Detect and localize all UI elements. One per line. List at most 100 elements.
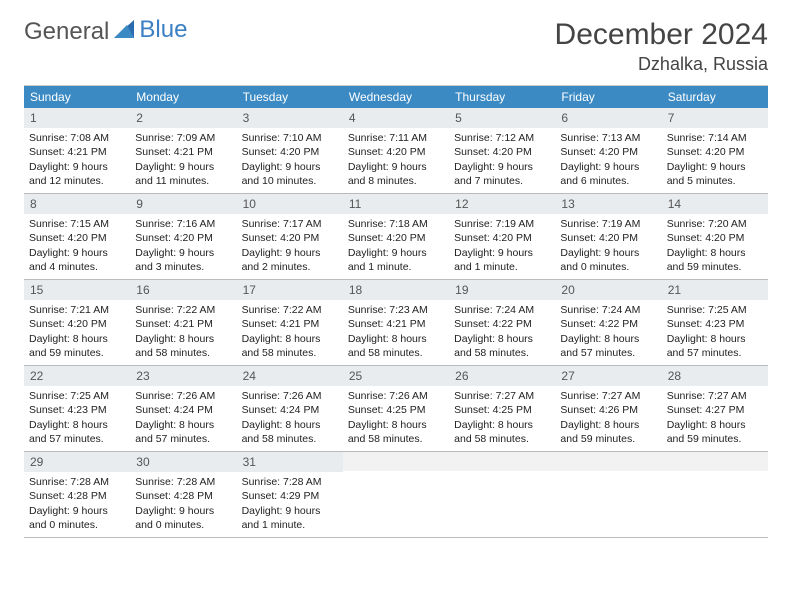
sunset-text: Sunset: 4:20 PM [135, 231, 231, 245]
calendar-cell: 26Sunrise: 7:27 AMSunset: 4:25 PMDayligh… [449, 366, 555, 452]
sunset-text: Sunset: 4:29 PM [242, 489, 338, 503]
daylight-text: Daylight: 9 hours and 3 minutes. [135, 246, 231, 274]
sunset-text: Sunset: 4:21 PM [348, 317, 444, 331]
day-number: 23 [130, 366, 236, 386]
calendar-cell: 23Sunrise: 7:26 AMSunset: 4:24 PMDayligh… [130, 366, 236, 452]
day-number: 13 [555, 194, 661, 214]
day-number: 24 [237, 366, 343, 386]
cell-body: Sunrise: 7:26 AMSunset: 4:24 PMDaylight:… [130, 386, 236, 451]
sunrise-text: Sunrise: 7:26 AM [242, 389, 338, 403]
calendar-cell: 29Sunrise: 7:28 AMSunset: 4:28 PMDayligh… [24, 452, 130, 538]
day-number: 14 [662, 194, 768, 214]
day-header: Friday [555, 86, 661, 108]
cell-body: Sunrise: 7:17 AMSunset: 4:20 PMDaylight:… [237, 214, 343, 279]
cell-body: Sunrise: 7:22 AMSunset: 4:21 PMDaylight:… [237, 300, 343, 365]
day-number: 1 [24, 108, 130, 128]
sunrise-text: Sunrise: 7:24 AM [454, 303, 550, 317]
calendar-cell: 16Sunrise: 7:22 AMSunset: 4:21 PMDayligh… [130, 280, 236, 366]
sunrise-text: Sunrise: 7:11 AM [348, 131, 444, 145]
calendar-cell: 10Sunrise: 7:17 AMSunset: 4:20 PMDayligh… [237, 194, 343, 280]
cell-body: Sunrise: 7:22 AMSunset: 4:21 PMDaylight:… [130, 300, 236, 365]
day-number: 18 [343, 280, 449, 300]
month-title: December 2024 [555, 18, 768, 52]
day-number: 10 [237, 194, 343, 214]
cell-body-empty [343, 471, 449, 531]
cell-body: Sunrise: 7:28 AMSunset: 4:29 PMDaylight:… [237, 472, 343, 537]
sunrise-text: Sunrise: 7:19 AM [454, 217, 550, 231]
calendar-cell-empty [449, 452, 555, 538]
sunrise-text: Sunrise: 7:14 AM [667, 131, 763, 145]
sunset-text: Sunset: 4:20 PM [560, 145, 656, 159]
sunrise-text: Sunrise: 7:20 AM [667, 217, 763, 231]
calendar-cell: 28Sunrise: 7:27 AMSunset: 4:27 PMDayligh… [662, 366, 768, 452]
daylight-text: Daylight: 9 hours and 0 minutes. [560, 246, 656, 274]
sunrise-text: Sunrise: 7:27 AM [667, 389, 763, 403]
daylight-text: Daylight: 8 hours and 57 minutes. [29, 418, 125, 446]
daylight-text: Daylight: 8 hours and 57 minutes. [560, 332, 656, 360]
daylight-text: Daylight: 9 hours and 2 minutes. [242, 246, 338, 274]
cell-body: Sunrise: 7:11 AMSunset: 4:20 PMDaylight:… [343, 128, 449, 193]
sunset-text: Sunset: 4:20 PM [29, 231, 125, 245]
day-number: 31 [237, 452, 343, 472]
calendar-cell: 24Sunrise: 7:26 AMSunset: 4:24 PMDayligh… [237, 366, 343, 452]
sunset-text: Sunset: 4:20 PM [667, 231, 763, 245]
calendar-cell: 25Sunrise: 7:26 AMSunset: 4:25 PMDayligh… [343, 366, 449, 452]
daylight-text: Daylight: 9 hours and 11 minutes. [135, 160, 231, 188]
calendar-cell: 1Sunrise: 7:08 AMSunset: 4:21 PMDaylight… [24, 108, 130, 194]
daylight-text: Daylight: 8 hours and 57 minutes. [135, 418, 231, 446]
daylight-text: Daylight: 8 hours and 59 minutes. [29, 332, 125, 360]
cell-body-empty [555, 471, 661, 531]
cell-body: Sunrise: 7:24 AMSunset: 4:22 PMDaylight:… [449, 300, 555, 365]
day-number: 8 [24, 194, 130, 214]
daylight-text: Daylight: 9 hours and 6 minutes. [560, 160, 656, 188]
calendar-cell: 8Sunrise: 7:15 AMSunset: 4:20 PMDaylight… [24, 194, 130, 280]
day-header: Sunday [24, 86, 130, 108]
sunset-text: Sunset: 4:20 PM [242, 145, 338, 159]
daylight-text: Daylight: 9 hours and 7 minutes. [454, 160, 550, 188]
cell-body: Sunrise: 7:12 AMSunset: 4:20 PMDaylight:… [449, 128, 555, 193]
cell-body: Sunrise: 7:16 AMSunset: 4:20 PMDaylight:… [130, 214, 236, 279]
cell-body: Sunrise: 7:27 AMSunset: 4:26 PMDaylight:… [555, 386, 661, 451]
daylight-text: Daylight: 8 hours and 58 minutes. [135, 332, 231, 360]
brand-second: Blue [139, 16, 187, 44]
sunset-text: Sunset: 4:20 PM [242, 231, 338, 245]
daylight-text: Daylight: 9 hours and 1 minute. [242, 504, 338, 532]
calendar-cell-empty [662, 452, 768, 538]
sunrise-text: Sunrise: 7:10 AM [242, 131, 338, 145]
daylight-text: Daylight: 9 hours and 4 minutes. [29, 246, 125, 274]
day-number: 19 [449, 280, 555, 300]
calendar-cell: 9Sunrise: 7:16 AMSunset: 4:20 PMDaylight… [130, 194, 236, 280]
day-number: 16 [130, 280, 236, 300]
daylight-text: Daylight: 8 hours and 57 minutes. [667, 332, 763, 360]
daylight-text: Daylight: 9 hours and 0 minutes. [29, 504, 125, 532]
sunset-text: Sunset: 4:21 PM [242, 317, 338, 331]
cell-body-empty [662, 471, 768, 531]
cell-body: Sunrise: 7:13 AMSunset: 4:20 PMDaylight:… [555, 128, 661, 193]
daylight-text: Daylight: 9 hours and 5 minutes. [667, 160, 763, 188]
sunrise-text: Sunrise: 7:09 AM [135, 131, 231, 145]
calendar-grid: SundayMondayTuesdayWednesdayThursdayFrid… [24, 85, 768, 538]
location: Dzhalka, Russia [555, 54, 768, 75]
daylight-text: Daylight: 8 hours and 59 minutes. [560, 418, 656, 446]
sunrise-text: Sunrise: 7:19 AM [560, 217, 656, 231]
title-block: December 2024 Dzhalka, Russia [555, 18, 768, 75]
sunset-text: Sunset: 4:24 PM [242, 403, 338, 417]
day-number: 5 [449, 108, 555, 128]
cell-body: Sunrise: 7:10 AMSunset: 4:20 PMDaylight:… [237, 128, 343, 193]
sunrise-text: Sunrise: 7:26 AM [135, 389, 231, 403]
sunset-text: Sunset: 4:27 PM [667, 403, 763, 417]
day-number: 28 [662, 366, 768, 386]
sunrise-text: Sunrise: 7:25 AM [667, 303, 763, 317]
daylight-text: Daylight: 8 hours and 59 minutes. [667, 246, 763, 274]
daylight-text: Daylight: 8 hours and 58 minutes. [242, 332, 338, 360]
day-number: 20 [555, 280, 661, 300]
sail-icon [113, 18, 135, 46]
day-number-empty [662, 452, 768, 471]
sunset-text: Sunset: 4:20 PM [454, 145, 550, 159]
daylight-text: Daylight: 9 hours and 0 minutes. [135, 504, 231, 532]
calendar-cell: 30Sunrise: 7:28 AMSunset: 4:28 PMDayligh… [130, 452, 236, 538]
cell-body: Sunrise: 7:19 AMSunset: 4:20 PMDaylight:… [555, 214, 661, 279]
cell-body: Sunrise: 7:18 AMSunset: 4:20 PMDaylight:… [343, 214, 449, 279]
daylight-text: Daylight: 8 hours and 58 minutes. [454, 332, 550, 360]
sunrise-text: Sunrise: 7:13 AM [560, 131, 656, 145]
